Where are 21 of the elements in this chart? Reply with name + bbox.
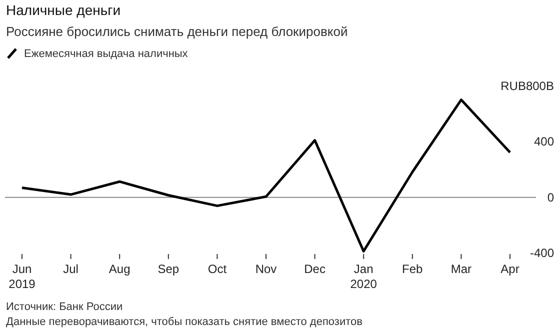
chart-title: Наличные деньги (6, 2, 121, 18)
y-tick-label: -400 (530, 246, 554, 260)
y-tick-label: RUB800B (500, 79, 554, 93)
x-tick-label: Aug (108, 262, 130, 276)
text: Источник: Банк России (6, 301, 123, 313)
x-tick-label: Nov (255, 262, 277, 276)
x-tick-label: Mar (450, 262, 472, 276)
x-tick-label: Sep (158, 262, 180, 276)
x-tick-label: Apr (500, 262, 520, 276)
y-tick-label: 0 (547, 190, 554, 204)
line-series (20, 98, 512, 252)
y-tick-label: 400 (534, 134, 554, 149)
x-tick-label: Dec (304, 262, 326, 276)
x-tick-label: Feb (402, 262, 424, 276)
x-tick-label: Jun 2019 (8, 262, 36, 291)
legend-label: Ежемесячная выдача наличных (24, 48, 188, 60)
x-tick-label: Jan 2020 (350, 262, 378, 291)
x-tick-label: Jul (63, 262, 78, 276)
text: Данные переворачиваются, чтобы показать снятие вместо депозитов (6, 316, 363, 328)
chart-subtitle: Россияне бросились снимать деньги перед блокировкой (6, 24, 348, 39)
x-tick-label: Oct (208, 262, 228, 276)
